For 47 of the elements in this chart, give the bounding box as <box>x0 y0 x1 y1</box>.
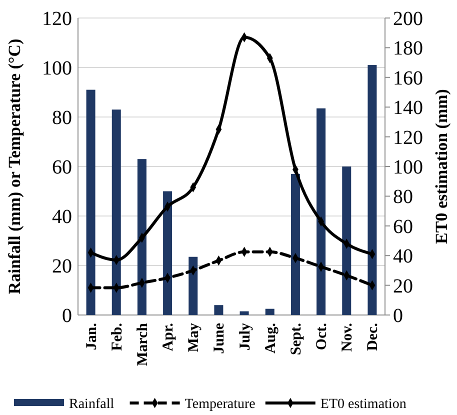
y2-tick-label: 180 <box>393 38 423 60</box>
x-tick-label: Apr. <box>160 322 177 352</box>
y2-axis-title: ET0 estimation (mm) <box>432 89 451 244</box>
x-tick-label: June <box>212 322 228 354</box>
x-tick-label: May <box>186 322 202 352</box>
y-tick-label: 100 <box>42 58 72 80</box>
x-tick-label: Aug. <box>262 322 279 354</box>
y2-tick-label: 120 <box>393 126 423 149</box>
bar <box>265 308 274 315</box>
bar <box>214 305 224 315</box>
y2-tick-label: 60 <box>393 216 413 238</box>
y2-tick-label: 100 <box>393 156 423 178</box>
y2-tick-label: 200 <box>393 8 423 30</box>
bar <box>240 311 249 315</box>
y2-tick-label: 160 <box>393 67 423 90</box>
legend-label: ET0 estimation <box>320 397 406 412</box>
bar <box>316 108 326 315</box>
bar <box>290 174 300 315</box>
legend-label: Temperature <box>184 397 256 412</box>
bar <box>368 65 377 315</box>
y-axis-title: Rainfall (mm) or Temperature (°C) <box>5 38 24 294</box>
y-tick-label: 40 <box>52 206 72 228</box>
x-tick-label: Sept. <box>288 322 304 356</box>
y-tick-label: 80 <box>52 107 72 129</box>
y2-tick-label: 20 <box>393 275 413 298</box>
x-tick-label: Feb. <box>109 322 126 351</box>
bar <box>112 110 121 315</box>
y2-tick-label: 40 <box>393 246 413 268</box>
y2-tick-label: 140 <box>393 97 423 120</box>
x-tick-label: Dec. <box>365 322 382 351</box>
y2-tick-label: 0 <box>393 305 403 327</box>
y2-tick-label: 80 <box>393 186 413 208</box>
y-tick-label: 0 <box>62 305 72 327</box>
x-tick-label: Nov. <box>340 322 356 352</box>
y-tick-label: 120 <box>42 8 72 30</box>
bar <box>342 166 352 315</box>
legend-label: Rainfall <box>69 397 114 412</box>
y-tick-label: 20 <box>52 256 72 278</box>
bar <box>188 256 198 315</box>
bar <box>86 90 96 315</box>
x-tick-label: July <box>237 322 254 351</box>
bar <box>137 159 146 315</box>
x-tick-label: Oct. <box>314 322 330 350</box>
y-tick-label: 60 <box>52 156 72 178</box>
x-tick-label: Jan. <box>84 322 100 350</box>
x-tick-label: March <box>134 322 151 366</box>
bar <box>163 191 172 315</box>
